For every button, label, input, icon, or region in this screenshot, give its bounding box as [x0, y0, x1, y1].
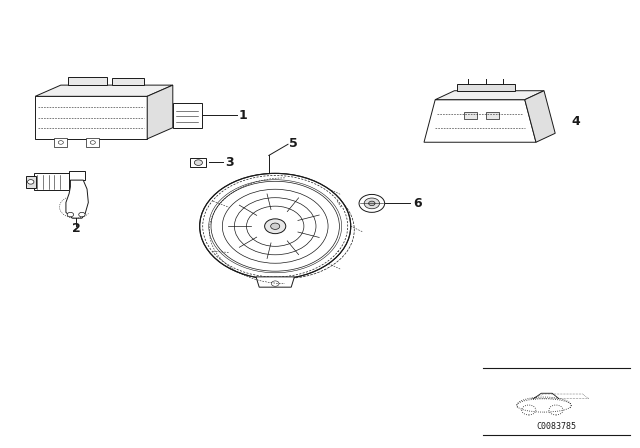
Bar — [68, 77, 107, 85]
Bar — [464, 112, 477, 119]
Bar — [34, 173, 69, 190]
Bar — [54, 138, 67, 147]
Circle shape — [28, 180, 34, 184]
Circle shape — [364, 198, 380, 209]
Text: 6: 6 — [413, 197, 421, 210]
Circle shape — [58, 141, 63, 144]
Text: 2: 2 — [72, 222, 81, 235]
Polygon shape — [525, 91, 556, 142]
Polygon shape — [435, 91, 544, 100]
Bar — [69, 171, 85, 180]
Polygon shape — [424, 100, 536, 142]
Bar — [26, 176, 36, 188]
Circle shape — [271, 281, 279, 286]
Circle shape — [359, 194, 385, 212]
Circle shape — [79, 212, 85, 217]
Circle shape — [195, 160, 202, 165]
Polygon shape — [35, 85, 173, 96]
Circle shape — [200, 173, 351, 279]
Text: 3: 3 — [225, 156, 234, 169]
Polygon shape — [256, 277, 294, 287]
Text: 1: 1 — [239, 109, 248, 122]
Bar — [35, 96, 147, 139]
Circle shape — [271, 223, 280, 229]
Circle shape — [264, 219, 286, 234]
Bar — [457, 84, 515, 91]
Polygon shape — [147, 85, 173, 139]
Bar — [486, 112, 499, 119]
Text: C0083785: C0083785 — [537, 422, 577, 431]
Bar — [190, 158, 207, 168]
Circle shape — [90, 141, 95, 144]
Bar — [173, 103, 202, 128]
Text: 5: 5 — [289, 138, 298, 151]
Bar — [112, 78, 144, 85]
Circle shape — [67, 212, 74, 217]
Polygon shape — [66, 180, 88, 218]
Circle shape — [369, 201, 375, 206]
Bar — [86, 138, 99, 147]
Text: 4: 4 — [572, 115, 580, 128]
